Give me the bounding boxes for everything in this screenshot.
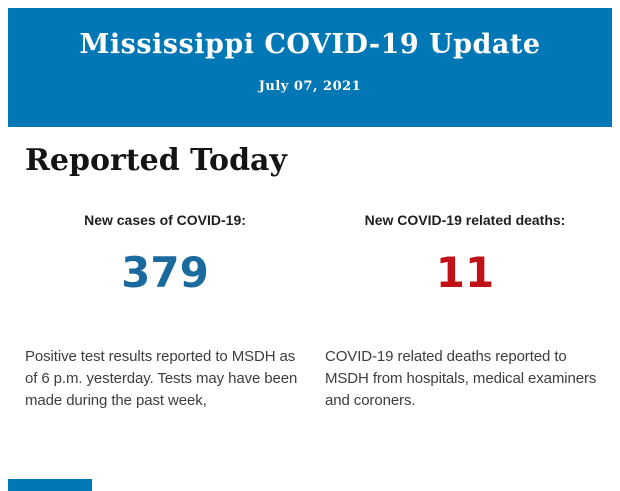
header-band: Mississippi COVID-19 Update July 07, 202… bbox=[8, 8, 612, 127]
new-cases-value: 379 bbox=[121, 248, 209, 297]
stat-column-new-deaths: New COVID-19 related deaths: 11 COVID-19… bbox=[320, 212, 610, 412]
new-cases-label: New cases of COVID-19: bbox=[84, 212, 246, 228]
section-heading: Reported Today bbox=[25, 143, 287, 178]
new-deaths-value: 11 bbox=[435, 248, 495, 297]
next-section-band bbox=[8, 479, 92, 491]
new-deaths-label: New COVID-19 related deaths: bbox=[364, 212, 566, 228]
page-title: Mississippi COVID-19 Update bbox=[79, 29, 541, 60]
stats-row: New cases of COVID-19: 379 Positive test… bbox=[20, 212, 610, 412]
report-date: July 07, 2021 bbox=[258, 79, 362, 94]
new-cases-description: Positive test results reported to MSDH a… bbox=[25, 348, 298, 409]
new-deaths-description: COVID-19 related deaths reported to MSDH… bbox=[325, 348, 597, 409]
stat-column-new-cases: New cases of COVID-19: 379 Positive test… bbox=[20, 212, 310, 412]
